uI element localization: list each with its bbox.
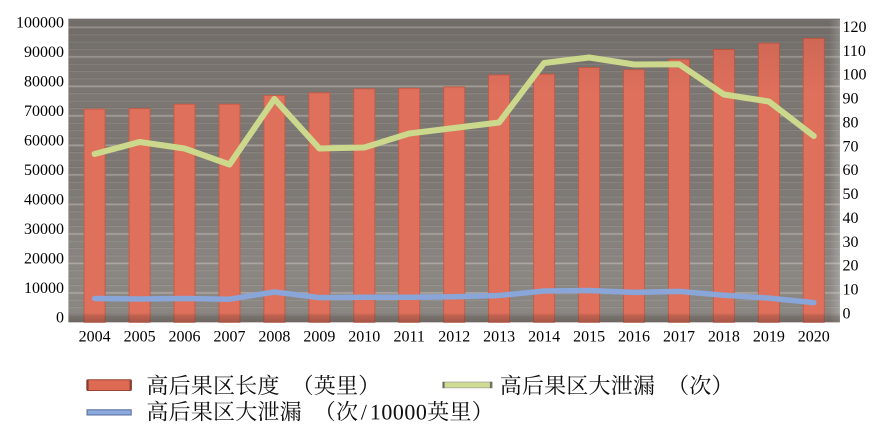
svg-text:2019: 2019: [753, 328, 785, 345]
svg-text:120: 120: [843, 19, 867, 36]
svg-text:80: 80: [843, 114, 859, 131]
svg-text:40: 40: [843, 210, 859, 227]
svg-text:2011: 2011: [393, 328, 424, 345]
svg-text:0: 0: [56, 310, 64, 327]
svg-text:2014: 2014: [528, 328, 560, 345]
svg-text:2008: 2008: [258, 328, 290, 345]
svg-text:2013: 2013: [483, 328, 515, 345]
svg-text:50: 50: [843, 186, 859, 203]
svg-text:2004: 2004: [79, 328, 111, 345]
svg-text:10000: 10000: [24, 280, 64, 297]
svg-text:2009: 2009: [303, 328, 335, 345]
svg-text:2010: 2010: [348, 328, 380, 345]
svg-text:70000: 70000: [24, 103, 64, 120]
svg-text:2015: 2015: [573, 328, 605, 345]
svg-text:2020: 2020: [798, 328, 830, 345]
svg-text:50000: 50000: [24, 162, 64, 179]
svg-text:20: 20: [843, 258, 859, 275]
svg-text:2006: 2006: [169, 328, 201, 345]
svg-text:100000: 100000: [16, 15, 64, 32]
svg-text:30: 30: [843, 234, 859, 251]
svg-text:60000: 60000: [24, 133, 64, 150]
svg-text:100: 100: [843, 67, 867, 84]
svg-text:2007: 2007: [214, 328, 246, 345]
svg-text:2016: 2016: [618, 328, 650, 345]
svg-text:110: 110: [843, 43, 866, 60]
svg-text:2018: 2018: [708, 328, 740, 345]
svg-text:10: 10: [843, 282, 859, 299]
svg-text:2017: 2017: [663, 328, 695, 345]
svg-text:40000: 40000: [24, 192, 64, 209]
svg-text:80000: 80000: [24, 74, 64, 91]
svg-text:2012: 2012: [438, 328, 470, 345]
svg-text:90: 90: [843, 91, 859, 108]
svg-text:2005: 2005: [124, 328, 156, 345]
svg-text:90000: 90000: [24, 44, 64, 61]
svg-text:70: 70: [843, 138, 859, 155]
svg-text:30000: 30000: [24, 221, 64, 238]
svg-text:0: 0: [843, 306, 851, 323]
svg-text:20000: 20000: [24, 251, 64, 268]
svg-text:60: 60: [843, 162, 859, 179]
